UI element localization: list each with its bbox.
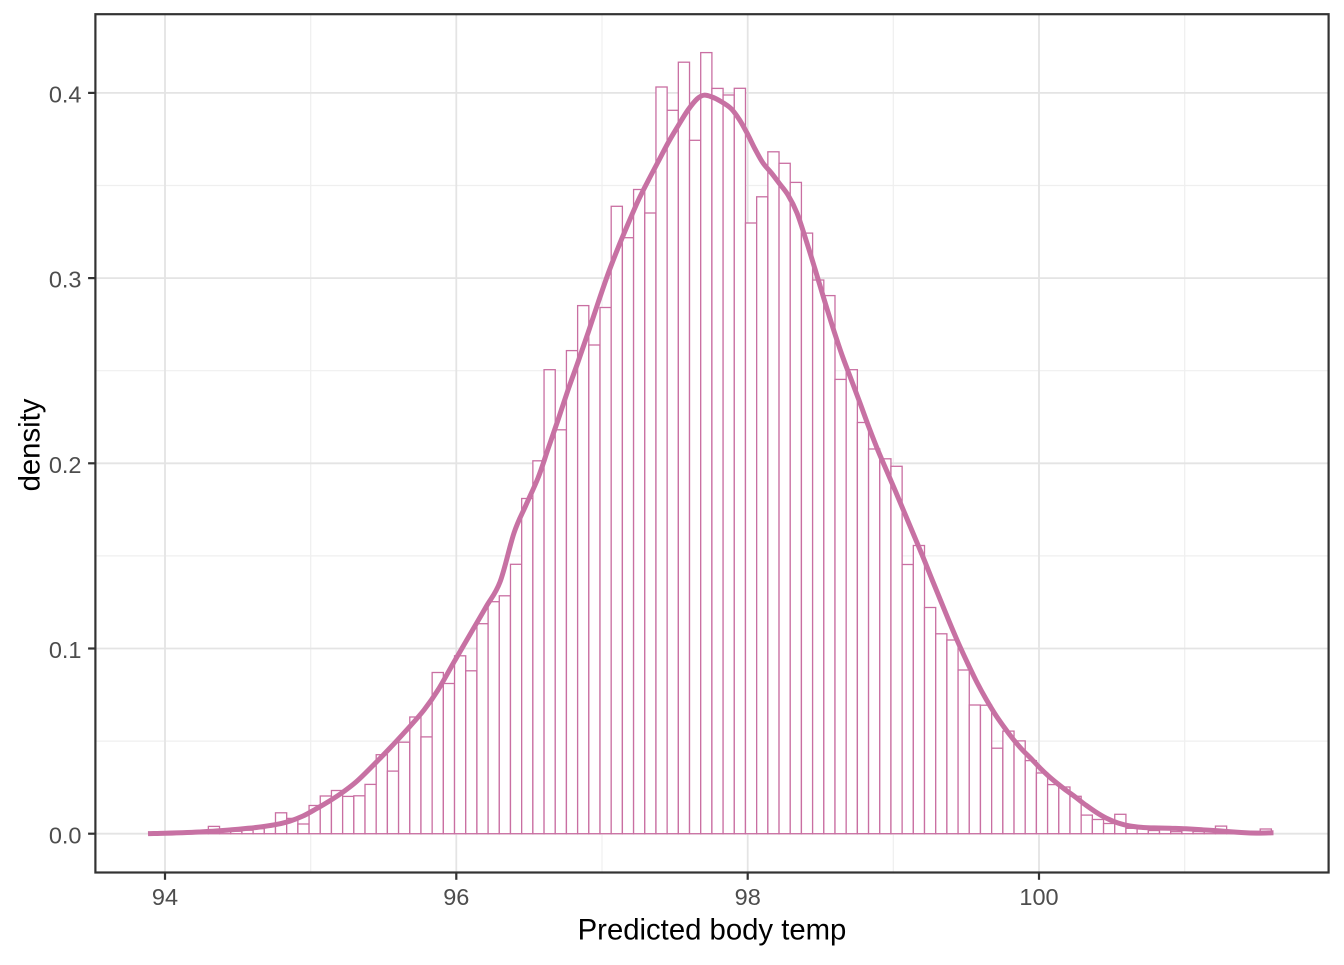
svg-text:0.0: 0.0 bbox=[49, 822, 82, 848]
svg-text:96: 96 bbox=[443, 884, 469, 910]
svg-text:94: 94 bbox=[152, 884, 178, 910]
svg-text:density: density bbox=[14, 398, 47, 491]
svg-text:0.4: 0.4 bbox=[49, 82, 82, 108]
svg-text:0.1: 0.1 bbox=[49, 637, 82, 663]
svg-text:0.2: 0.2 bbox=[49, 452, 82, 478]
svg-text:Predicted body temp: Predicted body temp bbox=[578, 914, 847, 947]
svg-text:100: 100 bbox=[1019, 884, 1058, 910]
svg-text:0.3: 0.3 bbox=[49, 267, 82, 293]
svg-text:98: 98 bbox=[735, 884, 761, 910]
